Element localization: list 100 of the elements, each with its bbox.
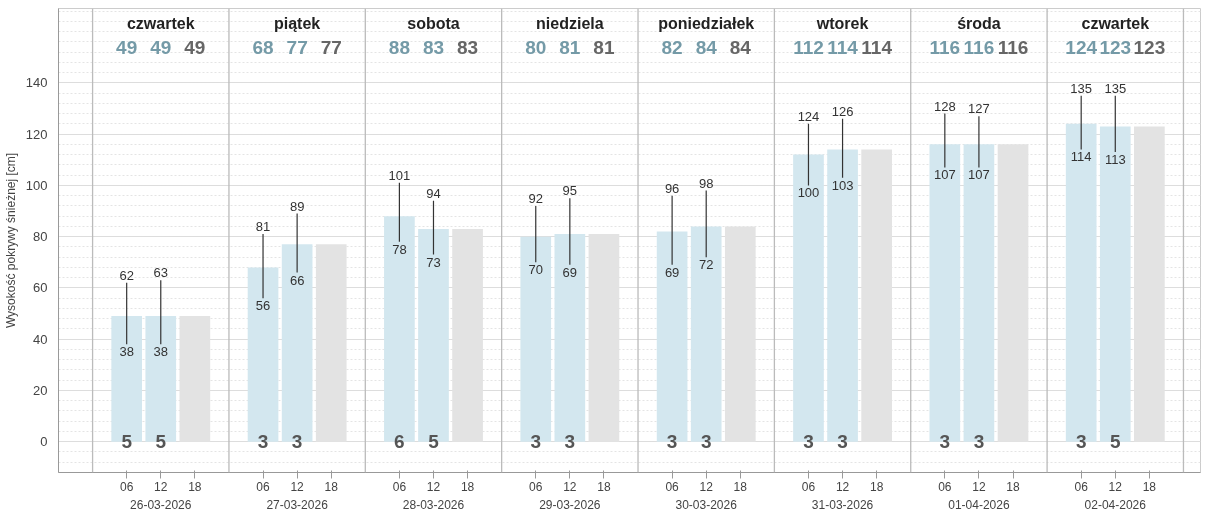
annotation: 114 xyxy=(827,37,859,59)
x-tick-label: 12 xyxy=(290,479,305,494)
text: 02-04-2026 xyxy=(1084,497,1147,511)
annotation: 112 xyxy=(793,37,824,59)
annotation: 3 xyxy=(973,431,985,453)
annotation: 113 xyxy=(1104,152,1126,168)
annotation: 80 xyxy=(525,37,547,59)
annotation: 116 xyxy=(963,37,995,59)
annotation: 123 xyxy=(1133,37,1166,59)
annotation: 3 xyxy=(1075,431,1087,453)
annotation: 127 xyxy=(968,101,990,117)
x-tick-label: 18 xyxy=(460,479,475,494)
annotation: 107 xyxy=(968,167,990,183)
x-tick-label: 06 xyxy=(938,479,952,494)
annotation: 81 xyxy=(593,37,615,59)
annotation: 88 xyxy=(388,37,410,59)
annotation: 5 xyxy=(1109,431,1121,453)
annotation: 123 xyxy=(1099,37,1132,59)
annotation: 95 xyxy=(562,183,578,199)
text: 01-04-2026 xyxy=(948,497,1010,511)
annotation: 6 xyxy=(394,431,405,453)
annotation: 81 xyxy=(255,219,271,235)
annotation: 69 xyxy=(664,264,680,280)
y-tick-label: 60 xyxy=(33,280,48,296)
x-tick-label: 18 xyxy=(733,479,748,494)
annotation: 114 xyxy=(861,37,893,59)
annotation: 68 xyxy=(252,37,274,59)
annotation: 84 xyxy=(729,37,752,59)
y-tick-label: 120 xyxy=(25,126,48,142)
annotation: wtorek xyxy=(815,14,869,32)
y-tick-label: 100 xyxy=(25,177,48,193)
annotation: 62 xyxy=(119,267,134,283)
x-tick-label: 12 xyxy=(1108,479,1123,494)
annotation: 63 xyxy=(153,265,169,281)
y-tick-label: 140 xyxy=(25,75,48,91)
annotation: 98 xyxy=(698,175,714,191)
annotation: 49 xyxy=(184,37,206,59)
annotation: 3 xyxy=(939,431,951,453)
x-tick-label: 06 xyxy=(392,479,407,494)
x-tick-label: 06 xyxy=(665,479,680,494)
x-tick-label: 12 xyxy=(699,479,714,494)
annotation: czwartek xyxy=(126,14,195,32)
annotation: 135 xyxy=(1070,80,1093,96)
annotation: 3 xyxy=(837,431,848,453)
annotation: 66 xyxy=(289,272,305,288)
annotation: 81 xyxy=(559,37,581,59)
annotation: 116 xyxy=(929,37,961,59)
annotation: 92 xyxy=(528,190,543,206)
x-tick-label: 06 xyxy=(801,479,816,494)
x-tick-label: 06 xyxy=(256,479,271,494)
annotation: czwartek xyxy=(1081,14,1150,32)
annotation: 38 xyxy=(119,344,134,360)
x-tick-label: 12 xyxy=(154,479,168,494)
annotation: 89 xyxy=(289,198,305,214)
annotation: 3 xyxy=(666,431,678,453)
annotation: 114 xyxy=(1070,149,1092,165)
annotation: poniedziałek xyxy=(658,14,755,32)
annotation: 78 xyxy=(392,241,407,257)
annotation: 38 xyxy=(153,344,169,360)
annotation: 126 xyxy=(831,103,854,119)
annotation: 3 xyxy=(530,431,542,453)
x-tick-label: 18 xyxy=(1142,479,1157,494)
text: 29-03-2026 xyxy=(539,497,601,511)
annotation: sobota xyxy=(407,14,460,32)
annotation: 83 xyxy=(422,37,445,59)
x-tick-label: 18 xyxy=(869,479,884,494)
x-tick-label: 06 xyxy=(529,479,543,494)
annotation: 84 xyxy=(695,37,718,59)
text: 27-03-2026 xyxy=(266,497,329,511)
annotation: 116 xyxy=(997,37,1029,59)
x-tick-label: 12 xyxy=(563,479,577,494)
annotation: 82 xyxy=(661,37,683,59)
y-tick-label: 40 xyxy=(33,331,48,347)
x-tick-label: 06 xyxy=(120,479,134,494)
annotation: 5 xyxy=(428,431,440,453)
annotation: 5 xyxy=(155,431,167,453)
annotation: 3 xyxy=(291,431,303,453)
text: 31-03-2026 xyxy=(811,497,874,511)
annotation: 128 xyxy=(933,98,956,114)
annotation: 83 xyxy=(457,37,479,59)
text: 26-03-2026 xyxy=(130,497,192,511)
annotation: 49 xyxy=(150,37,172,59)
annotation: 100 xyxy=(797,185,820,201)
x-tick-label: 12 xyxy=(972,479,986,494)
annotation: 72 xyxy=(698,257,714,273)
annotation: 3 xyxy=(564,431,576,453)
y-tick-label: 20 xyxy=(33,382,48,398)
annotation: 77 xyxy=(320,37,342,59)
text: 28-03-2026 xyxy=(402,497,465,511)
annotation: 135 xyxy=(1104,80,1127,96)
x-tick-label: 18 xyxy=(324,479,339,494)
x-tick-label: 12 xyxy=(426,479,441,494)
x-tick-label: 18 xyxy=(597,479,611,494)
annotation: 124 xyxy=(797,108,820,124)
text: 30-03-2026 xyxy=(675,497,738,511)
y-tick-label: 0 xyxy=(40,434,48,450)
annotation: 101 xyxy=(388,167,411,183)
annotation: 69 xyxy=(562,264,578,280)
y-tick-label: 80 xyxy=(33,229,48,245)
y-axis-title: Wysokość pokrywy śnieżnej [cm] xyxy=(3,152,18,329)
